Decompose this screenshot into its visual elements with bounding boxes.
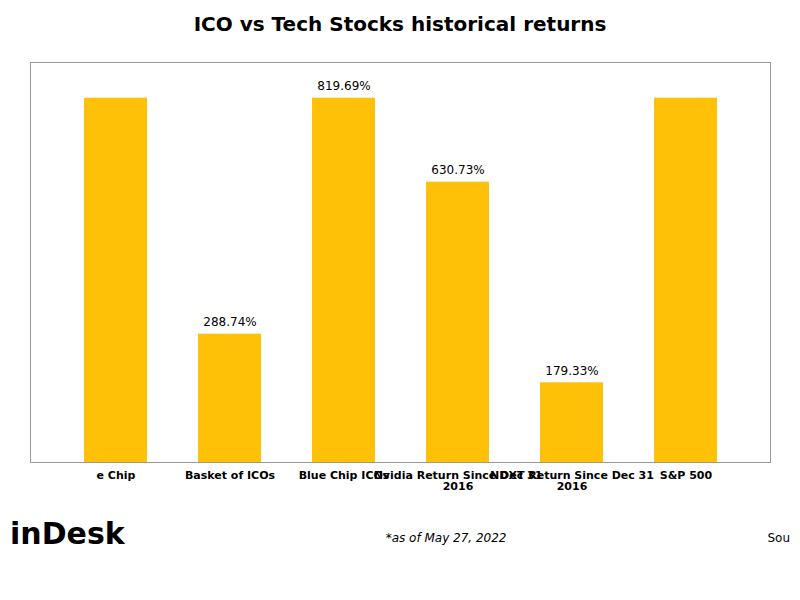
svg-text:e Chip: e Chip [97, 469, 136, 482]
svg-text:Basket of ICOs: Basket of ICOs [185, 469, 276, 482]
svg-text:NDXT Return Since Dec 312016: NDXT Return Since Dec 312016 [490, 469, 654, 493]
svg-text:288.74%: 288.74% [203, 315, 256, 329]
svg-text:630.73%: 630.73% [431, 163, 484, 177]
svg-text:179.33%: 179.33% [545, 364, 598, 378]
svg-text:S&P 500: S&P 500 [660, 469, 713, 482]
svg-text:819.69%: 819.69% [317, 79, 370, 93]
